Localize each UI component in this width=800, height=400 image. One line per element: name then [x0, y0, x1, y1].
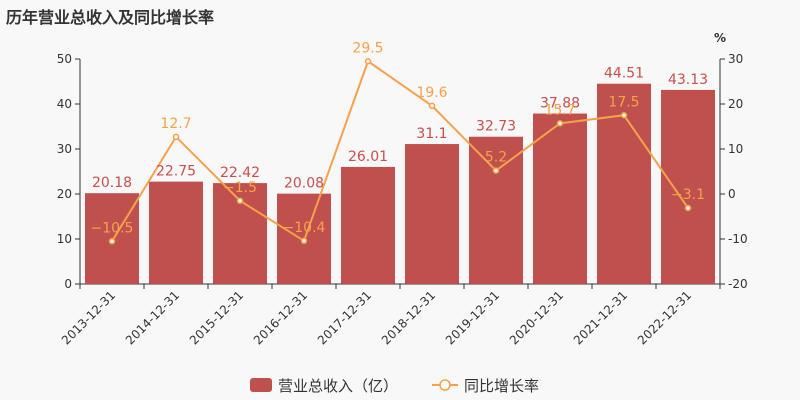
line-point: [492, 167, 500, 174]
y-left-tick-label: 50: [57, 52, 72, 66]
line-value-label: −10.5: [91, 220, 134, 236]
line-point: [236, 197, 244, 204]
y-right-tick-label: 30: [728, 52, 743, 66]
x-tick-label: 2014-12-31: [123, 288, 182, 347]
x-tick-label: 2017-12-31: [315, 288, 374, 347]
line-point: [364, 58, 372, 65]
x-tick-label: 2018-12-31: [379, 288, 438, 347]
y-right-unit: %: [714, 31, 726, 45]
legend-label-bar: 营业总收入（亿）: [278, 377, 398, 395]
bar-value-label: 44.51: [604, 66, 644, 82]
line-point: [684, 204, 692, 212]
line-point: [108, 238, 116, 245]
x-tick-label: 2016-12-31: [251, 288, 310, 347]
line-point: [620, 112, 628, 119]
line-value-label: 29.5: [352, 40, 383, 56]
line-value-label: 19.6: [416, 85, 447, 101]
line-series: [108, 58, 692, 245]
legend-swatch-bar: [250, 378, 272, 392]
chart-title: 历年营业总收入及同比增长率: [6, 8, 215, 27]
bar-value-label: 20.18: [92, 175, 132, 191]
bar-value-label: 22.42: [220, 165, 260, 181]
y-left-tick-label: 10: [57, 232, 72, 246]
line-value-label: 12.7: [160, 116, 191, 132]
line-point: [556, 120, 564, 127]
bar: [149, 181, 203, 284]
line-value-label: 5.2: [485, 150, 507, 166]
bar-value-label: 22.75: [156, 164, 196, 180]
legend: 营业总收入（亿） 同比增长率: [250, 377, 539, 395]
x-tick-label: 2021-12-31: [571, 288, 630, 347]
line-point: [428, 102, 436, 110]
line-value-label: −3.1: [671, 187, 705, 203]
line-point: [172, 133, 180, 141]
bar-value-label: 20.08: [284, 176, 324, 192]
y-right-tick-label: -10: [728, 232, 748, 246]
x-tick-label: 2013-12-31: [59, 288, 118, 347]
bar-value-label: 26.01: [348, 149, 388, 165]
x-tick-label: 2015-12-31: [187, 288, 246, 347]
data-labels: 20.18 22.75 22.42 20.08 26.01 31.1 32.73 37.88 4…: [91, 40, 709, 236]
legend-swatch-point: [439, 379, 451, 391]
bar-value-label: 37.88: [540, 96, 580, 112]
y-right-tick-label: 20: [728, 97, 743, 111]
growth-line: [111, 59, 689, 243]
line-value-label: 15.7: [544, 102, 575, 118]
y-left-tick-label: 0: [64, 277, 72, 291]
y-left-tick-label: 30: [57, 142, 72, 156]
x-tick-label: 2019-12-31: [443, 288, 502, 347]
y-left-tick-label: 40: [57, 97, 72, 111]
bar-value-label: 32.73: [476, 119, 516, 135]
y-right-tick-label: 10: [728, 142, 743, 156]
line-value-label: −10.4: [283, 220, 326, 236]
bar: [533, 113, 587, 284]
bar-series: [85, 83, 715, 284]
y-right-tick-label: 0: [728, 187, 736, 201]
x-tick-label: 2022-12-31: [635, 288, 694, 347]
y-left-tick-label: 20: [57, 187, 72, 201]
bar: [341, 166, 395, 284]
bar: [405, 144, 459, 284]
bar-value-label: 43.13: [668, 72, 708, 88]
bar-value-label: 31.1: [416, 126, 447, 142]
line-value-label: 17.5: [608, 94, 639, 110]
bar: [469, 136, 523, 284]
x-tick-label: 2020-12-31: [507, 288, 566, 347]
y-right-tick-label: -20: [728, 277, 748, 291]
line-value-label: −1.5: [223, 180, 257, 196]
bar: [661, 89, 715, 284]
line-point: [300, 237, 308, 245]
legend-label-line: 同比增长率: [464, 377, 539, 395]
